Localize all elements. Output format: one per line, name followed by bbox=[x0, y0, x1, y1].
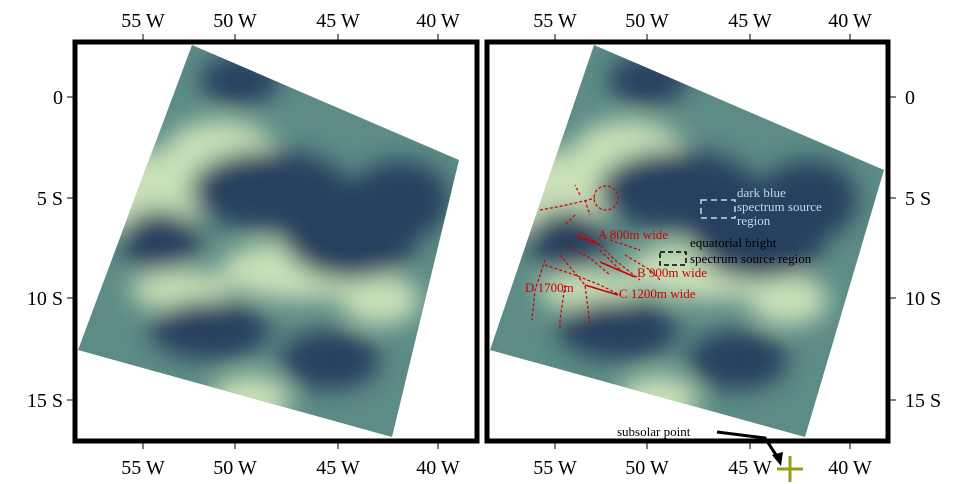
y-tick-label: 15 S bbox=[27, 390, 63, 412]
annotation: D 1700m bbox=[525, 280, 574, 295]
x-tick-label: 55 W bbox=[533, 10, 577, 32]
x-tick-label: 40 W bbox=[828, 10, 872, 32]
subsolar-marker bbox=[777, 456, 803, 482]
panel-frame bbox=[484, 39, 891, 444]
y-tick-label: 5 S bbox=[37, 188, 63, 210]
bright-terrain bbox=[210, 375, 290, 425]
x-tick-label: 45 W bbox=[728, 457, 772, 479]
channels bbox=[531, 184, 661, 330]
x-tick-label: 50 W bbox=[213, 10, 257, 32]
dark-terrain bbox=[758, 160, 858, 240]
y-tick-label: 5 S bbox=[905, 188, 931, 210]
y-tick-label: 15 S bbox=[905, 390, 941, 412]
bright-terrain bbox=[100, 150, 180, 210]
bright-terrain bbox=[340, 275, 420, 325]
dark-terrain bbox=[350, 160, 450, 240]
dark-terrain bbox=[688, 330, 788, 390]
dark-terrain bbox=[200, 55, 280, 105]
x-tick-label: 45 W bbox=[728, 10, 772, 32]
annotation: spectrum source region bbox=[690, 251, 812, 266]
y-tick-label: 10 S bbox=[27, 288, 63, 310]
annotation: region bbox=[737, 213, 771, 228]
annotations: dark blue spectrum source region equator… bbox=[525, 184, 822, 482]
x-tick-label: 55 W bbox=[121, 457, 165, 479]
bright-terrain bbox=[748, 275, 828, 325]
dark-terrain bbox=[608, 55, 688, 105]
annotation: C 1200m wide bbox=[619, 286, 696, 301]
dark-terrain bbox=[558, 300, 678, 360]
x-tick-label: 50 W bbox=[213, 457, 257, 479]
y-tick-label: 10 S bbox=[905, 288, 941, 310]
leaders bbox=[574, 234, 636, 296]
annotation: dark blue bbox=[737, 185, 786, 200]
x-tick-label: 45 W bbox=[316, 10, 360, 32]
region-box bbox=[659, 251, 687, 266]
bright-terrain bbox=[618, 375, 698, 425]
x-tick-label: 40 W bbox=[416, 457, 460, 479]
annotation: B 900m wide bbox=[637, 265, 707, 280]
annotation: A 800m wide bbox=[598, 227, 668, 242]
dark-terrain bbox=[528, 210, 608, 270]
x-tick-label: 50 W bbox=[625, 457, 669, 479]
y-tick-label: 0 bbox=[53, 87, 63, 109]
x-tick-label: 50 W bbox=[625, 10, 669, 32]
x-tick-label: 40 W bbox=[416, 10, 460, 32]
x-tick-label: 55 W bbox=[533, 457, 577, 479]
region-box bbox=[700, 199, 736, 219]
annotation: equatorial bright bbox=[690, 235, 777, 250]
x-tick-label: 45 W bbox=[316, 457, 360, 479]
dark-terrain bbox=[150, 300, 270, 360]
bright-terrain bbox=[130, 270, 230, 310]
mosaic-right bbox=[490, 45, 884, 437]
arrow bbox=[716, 430, 780, 459]
bright-terrain bbox=[508, 150, 588, 210]
mosaic-left bbox=[78, 45, 459, 437]
arrowhead bbox=[772, 452, 783, 466]
dark-terrain bbox=[120, 210, 200, 270]
y-tick-label: 0 bbox=[905, 87, 915, 109]
panel-frame bbox=[72, 39, 480, 444]
dark-terrain bbox=[280, 330, 380, 390]
annotation: spectrum source bbox=[737, 199, 822, 214]
x-tick-label: 55 W bbox=[121, 10, 165, 32]
annotation: subsolar point bbox=[617, 424, 691, 439]
x-tick-label: 40 W bbox=[828, 457, 872, 479]
